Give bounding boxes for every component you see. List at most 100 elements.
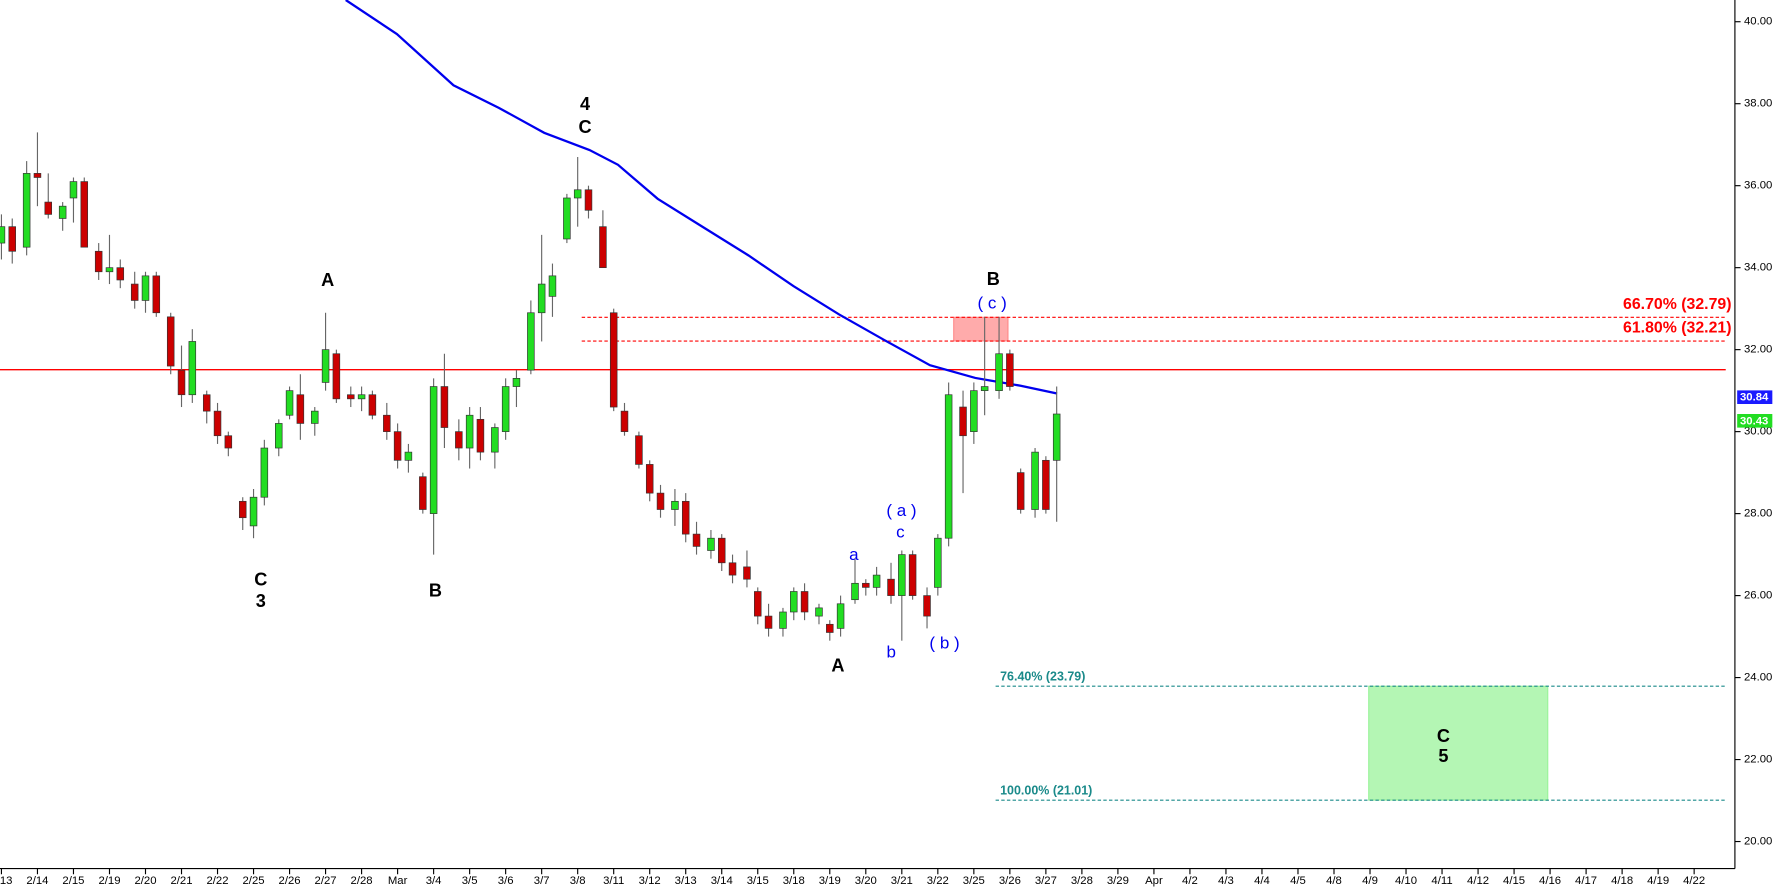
candle-body	[440, 386, 449, 428]
y-tick-label: 30.00	[1744, 426, 1772, 438]
x-tick-label: 3/15	[747, 875, 769, 887]
y-tick-label: 26.00	[1744, 590, 1772, 602]
candle-body	[862, 582, 870, 588]
candle-body	[404, 451, 413, 461]
candle-body	[908, 554, 917, 596]
candle-body	[898, 554, 906, 596]
wave-label: 3	[256, 591, 266, 611]
x-tick-label: 3/22	[927, 875, 949, 887]
plot-area	[0, 0, 1726, 801]
candle-body	[671, 500, 679, 510]
x-tick-label: 4/17	[1575, 875, 1597, 887]
x-tick-label: Mar	[388, 875, 408, 887]
x-tick-label: 3/29	[1107, 875, 1129, 887]
candle-body	[944, 394, 953, 539]
x-tick-label: 2/19	[98, 875, 120, 887]
candle-body	[285, 390, 294, 416]
wave-label: c	[896, 522, 905, 541]
wave-label: C	[579, 117, 592, 137]
x-tick-label: 3/12	[639, 875, 661, 887]
candle-body	[275, 423, 283, 449]
candle-body	[980, 386, 989, 391]
candle-body	[296, 394, 305, 424]
candle-body	[563, 197, 571, 240]
candle-body	[22, 173, 31, 248]
candle-body	[383, 414, 391, 432]
x-tick-label: 4/8	[1326, 875, 1342, 887]
x-tick-label: 2/14	[26, 875, 48, 887]
candle-body	[934, 537, 942, 588]
candle-body	[656, 492, 665, 510]
x-tick-label: 3/6	[498, 875, 514, 887]
candle-body	[743, 566, 751, 580]
y-tick-label: 32.00	[1744, 344, 1772, 356]
x-tick-label: 3/20	[855, 875, 877, 887]
x-tick-label: 3/27	[1035, 875, 1057, 887]
wave-label: ( c )	[978, 293, 1007, 312]
y-tick-label: 24.00	[1744, 672, 1772, 684]
x-tick-label: 3/11	[603, 875, 624, 887]
candle-body	[1031, 451, 1039, 510]
target-zone	[953, 316, 1009, 342]
candle-body	[728, 562, 737, 576]
x-tick-label: 4/22	[1683, 875, 1705, 887]
wave-label: A	[831, 656, 844, 676]
x-tick-label: 3/7	[534, 875, 550, 887]
x-tick-label: 3/25	[963, 875, 985, 887]
candle-body	[94, 250, 103, 273]
candle-body	[635, 435, 643, 465]
candle-body	[548, 275, 557, 297]
candle-body	[995, 353, 1003, 391]
candle-body	[202, 394, 211, 412]
candle-body	[790, 591, 798, 613]
x-tick-label: 3/19	[819, 875, 841, 887]
price-badge-label: 30.84	[1740, 392, 1769, 404]
candle-body	[815, 607, 823, 617]
candle-body	[707, 537, 715, 551]
candle-body	[69, 181, 78, 199]
x-tick-label: 2/25	[243, 875, 265, 887]
candle-body	[512, 378, 521, 387]
candle-body	[645, 464, 654, 494]
price-badge-label: 30.43	[1740, 415, 1768, 427]
y-tick-label: 28.00	[1744, 508, 1772, 520]
wave-label: 4	[580, 94, 590, 114]
candle-body	[393, 431, 402, 461]
candle-body	[779, 611, 787, 629]
candle-body	[1052, 413, 1061, 461]
wave-label: C	[254, 569, 267, 589]
candle-body	[429, 386, 438, 514]
x-tick-label: 4/19	[1647, 875, 1669, 887]
x-tick-label: 2/27	[315, 875, 337, 887]
candle-body	[368, 394, 377, 416]
target-zone	[1368, 685, 1549, 801]
x-tick-label: 3/4	[426, 875, 442, 887]
candle-body	[923, 595, 931, 617]
candle-body	[959, 406, 967, 437]
candle-body	[681, 500, 690, 535]
candle-body	[692, 533, 701, 547]
x-tick-label: 3/28	[1071, 875, 1093, 887]
candle-body	[764, 615, 773, 629]
x-tick-label: 4/5	[1290, 875, 1306, 887]
moving-average	[345, 0, 1058, 395]
x-tick-label: 4/12	[1467, 875, 1489, 887]
candle-body	[105, 267, 114, 273]
candle-body	[800, 591, 809, 613]
x-tick-label: 4/11	[1431, 875, 1452, 887]
candle-body	[357, 394, 366, 400]
x-tick-label: 4/10	[1395, 875, 1417, 887]
candle-body	[826, 623, 834, 633]
candle-body	[584, 189, 593, 211]
candle-body	[213, 410, 222, 437]
candle-body	[501, 386, 510, 432]
wave-label: C	[1437, 726, 1450, 746]
candle-body	[58, 205, 67, 219]
y-tick-label: 20.00	[1744, 836, 1772, 848]
candle-body	[321, 349, 330, 383]
candle-body	[0, 226, 6, 244]
y-tick-label: 22.00	[1744, 754, 1772, 766]
